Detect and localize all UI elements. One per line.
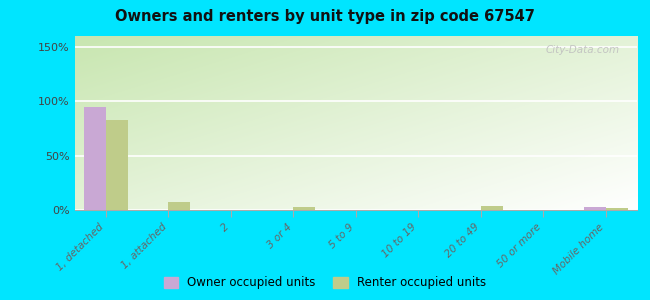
Bar: [106, 120, 128, 210]
Bar: [293, 207, 315, 210]
Text: City-Data.com: City-Data.com: [546, 45, 620, 55]
Text: Owners and renters by unit type in zip code 67547: Owners and renters by unit type in zip c…: [115, 9, 535, 24]
Bar: [168, 202, 190, 210]
Bar: [84, 107, 106, 210]
Legend: Owner occupied units, Renter occupied units: Owner occupied units, Renter occupied un…: [159, 272, 491, 294]
Bar: [584, 207, 606, 210]
Bar: [481, 206, 502, 210]
Bar: [606, 208, 628, 210]
